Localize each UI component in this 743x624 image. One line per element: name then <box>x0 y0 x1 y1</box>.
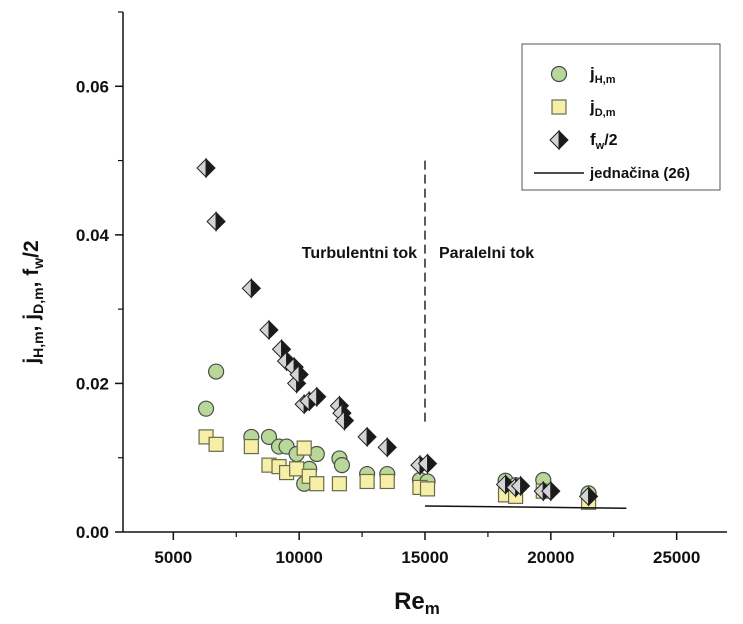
legend-label-jH: jH,m <box>589 64 616 86</box>
point-fw <box>417 453 438 474</box>
point-jH <box>333 457 351 474</box>
y-tick-label: 0.02 <box>76 374 109 393</box>
x-tick-label: 10000 <box>276 548 323 567</box>
diamond-right-half <box>427 453 438 474</box>
diamond-right-half <box>588 486 599 507</box>
y-tick-label: 0.00 <box>76 523 109 542</box>
point-fw <box>541 480 561 502</box>
x-axis-title: Rem <box>394 588 440 618</box>
point-jD <box>208 436 224 452</box>
point-fw <box>271 339 292 360</box>
legend-marker-jH <box>550 65 568 83</box>
diamond-right-half <box>215 211 226 232</box>
diamond-right-half <box>550 480 561 502</box>
diamond-right-half <box>558 129 569 151</box>
diamond-right-half <box>520 475 531 497</box>
axes: 5000 10000 15000 20000 25000 0.00 0.02 0.04 0.06… <box>20 11 727 618</box>
x-tick-label: 5000 <box>154 548 192 567</box>
annotation-turbulent: Turbulentni tok <box>302 245 417 262</box>
y-tick-label: 0.06 <box>76 77 109 96</box>
equation-line <box>424 505 627 509</box>
point-fw <box>334 410 355 431</box>
point-jD <box>331 476 348 492</box>
y-axis-title: jH,m, jD,m, fw/2 <box>20 240 46 364</box>
point-fw <box>377 437 397 458</box>
point-jH <box>260 428 278 446</box>
diamond-left-half <box>357 426 368 448</box>
diamond-right-half <box>316 386 327 408</box>
diamond-left-half <box>196 157 207 179</box>
diamond-right-half <box>205 157 216 179</box>
diamond-left-half <box>206 211 217 232</box>
legend-label-jD: jD,m <box>589 97 616 119</box>
point-jD <box>296 440 312 456</box>
diamond-right-half <box>298 364 309 385</box>
point-jD <box>289 461 305 477</box>
point-jH <box>208 363 225 380</box>
series-eq <box>424 505 627 509</box>
point-jD <box>359 473 375 490</box>
y-tick-label: 0.04 <box>76 226 110 245</box>
point-fw <box>307 386 327 408</box>
legend: jH,m jD,m fw/2 jednačina (26) <box>521 43 721 191</box>
diamond-right-half <box>343 410 355 431</box>
point-jD <box>379 473 395 490</box>
legend-marker-jD <box>551 99 567 115</box>
legend-label-fw: fw/2 <box>590 130 618 152</box>
annotation-parallel: Paralelni tok <box>439 245 534 262</box>
point-fw <box>289 364 309 385</box>
diamond-right-half <box>268 319 279 341</box>
diamond-right-half <box>366 426 377 448</box>
point-fw <box>241 278 262 299</box>
diamond-left-half <box>410 454 421 476</box>
point-fw <box>196 157 216 179</box>
annotations: Turbulentni tok Paralelni tok <box>302 160 534 425</box>
series-jD <box>198 429 597 510</box>
point-jD <box>419 481 436 497</box>
point-fw <box>357 426 377 448</box>
diamond-left-half <box>259 319 270 341</box>
point-fw <box>206 211 226 232</box>
legend-marker-fw <box>549 129 569 151</box>
series-jH <box>197 363 597 502</box>
diamond-left-half <box>377 437 388 458</box>
point-jH <box>197 400 215 417</box>
diamond-right-half <box>386 437 397 458</box>
point-fw <box>510 475 531 497</box>
diamond-right-half <box>250 278 262 299</box>
legend-label-eq: jednačina (26) <box>589 165 690 182</box>
x-tick-label: 25000 <box>653 548 700 567</box>
point-fw <box>259 319 279 341</box>
x-tick-label: 15000 <box>401 548 448 567</box>
diamond-left-half <box>271 339 283 360</box>
point-jD <box>309 476 325 492</box>
point-fw <box>578 486 599 507</box>
x-tick-label: 20000 <box>527 548 574 567</box>
point-jD <box>243 438 259 455</box>
series-fw <box>196 157 599 507</box>
diamond-left-half <box>241 278 252 299</box>
data-marks <box>196 157 627 510</box>
